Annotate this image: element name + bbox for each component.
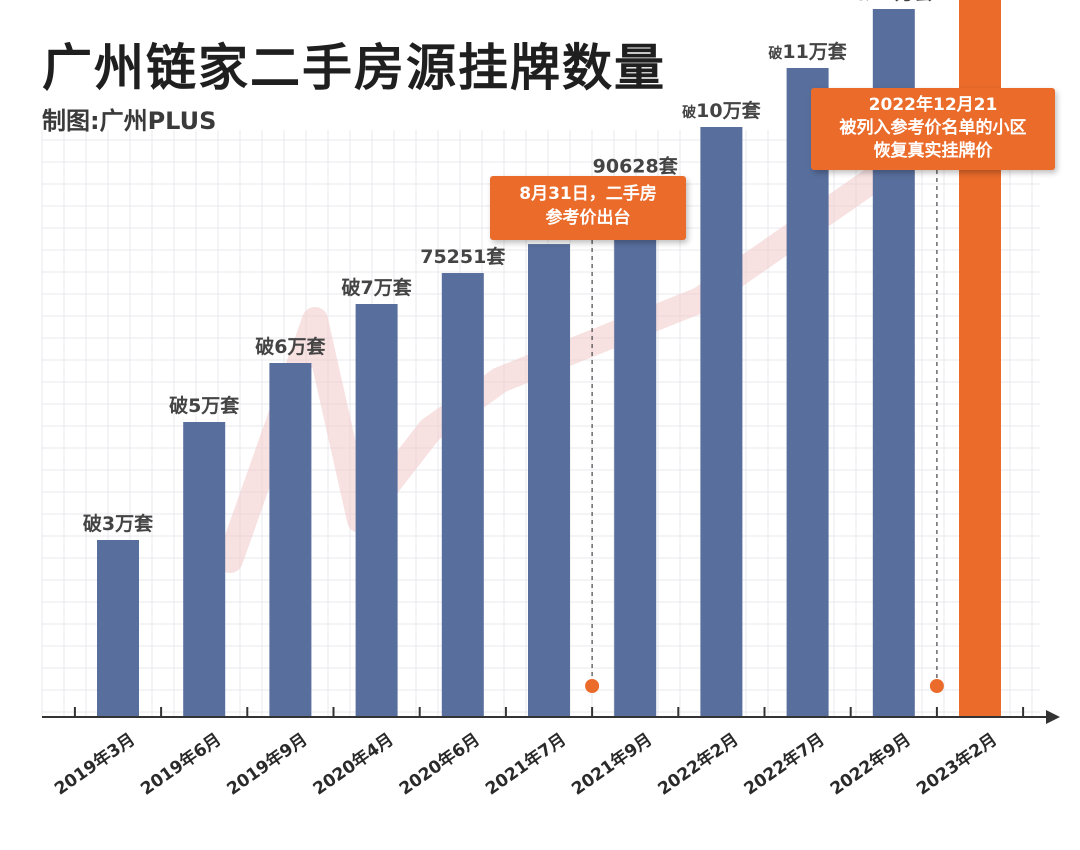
bar bbox=[269, 363, 312, 717]
bar-value-label: 破6万套 bbox=[255, 335, 326, 358]
x-tick-label: 2019年9月 bbox=[223, 729, 311, 800]
x-tick-label: 2022年2月 bbox=[654, 729, 742, 800]
bar-value-label: 90628套 bbox=[593, 154, 679, 177]
trend-arrow-decoration bbox=[217, 127, 943, 573]
bar bbox=[97, 540, 139, 717]
bar bbox=[786, 68, 829, 717]
bar-value-label: 破7万套 bbox=[341, 276, 412, 299]
bar-value-text: 破3万套 bbox=[83, 512, 154, 535]
chart-title: 广州链家二手房源挂牌数量 bbox=[42, 39, 666, 97]
bar-value-label: 破5万套 bbox=[169, 394, 240, 417]
bar-value-label: 破3万套 bbox=[83, 512, 154, 535]
bar-value-text: 75251套 bbox=[420, 245, 506, 268]
callout-line: 8月31日，二手房 bbox=[519, 184, 657, 204]
event-marker-dot bbox=[929, 679, 944, 693]
bar-value-label: 破11万套 bbox=[768, 40, 847, 63]
bar-value-text: 破5万套 bbox=[169, 394, 240, 417]
bar bbox=[700, 127, 743, 717]
x-tick-label: 2022年9月 bbox=[826, 729, 914, 800]
bar-value-label: 75251套 bbox=[420, 245, 506, 268]
x-tick-label: 2020年4月 bbox=[309, 729, 397, 800]
callout-line: 被列入参考价名单的小区 bbox=[839, 118, 1027, 138]
bar-value-text: 破7万套 bbox=[341, 276, 412, 299]
callout-line: 恢复真实挂牌价 bbox=[873, 141, 993, 161]
bar-value-text: 12万套 bbox=[869, 0, 934, 4]
bar-value-prefix: 破 bbox=[682, 104, 696, 121]
x-tick-label: 2021年7月 bbox=[482, 729, 570, 800]
bar bbox=[614, 182, 657, 717]
event-marker-dot bbox=[585, 679, 600, 693]
x-tick-label: 2021年9月 bbox=[568, 729, 656, 800]
bar-value-prefix: 破 bbox=[855, 0, 869, 3]
x-tick-label: 2022年7月 bbox=[740, 729, 828, 800]
callout-line: 2022年12月21 bbox=[868, 95, 998, 115]
x-tick-label: 2019年3月 bbox=[51, 729, 139, 800]
callout-real-price-restored: 2022年12月21 被列入参考价名单的小区 恢复真实挂牌价 bbox=[811, 88, 1055, 170]
x-tick-label: 2019年6月 bbox=[137, 729, 225, 800]
chart-credit: 制图:广州PLUS bbox=[42, 107, 217, 135]
x-tick-label: 2020年6月 bbox=[395, 729, 483, 800]
bar-value-text: 11万套 bbox=[782, 40, 847, 63]
bar-value-text: 破6万套 bbox=[255, 335, 326, 358]
x-tick-label: 2023年2月 bbox=[913, 729, 1001, 800]
bar bbox=[183, 422, 226, 717]
callout-line: 参考价出台 bbox=[545, 208, 631, 228]
bar bbox=[441, 273, 484, 717]
x-axis-arrow bbox=[1046, 710, 1060, 724]
bar bbox=[528, 244, 570, 718]
bar-value-text: 10万套 bbox=[696, 99, 761, 122]
callout-reference-price-launch: 8月31日，二手房 参考价出台 bbox=[490, 176, 686, 240]
bar bbox=[355, 304, 398, 717]
bar-value-label: 破12万套 bbox=[855, 0, 934, 4]
bar-value-label: 破10万套 bbox=[682, 99, 761, 122]
bar-value-prefix: 破 bbox=[768, 45, 782, 62]
bar-value-text: 90628套 bbox=[593, 154, 679, 177]
